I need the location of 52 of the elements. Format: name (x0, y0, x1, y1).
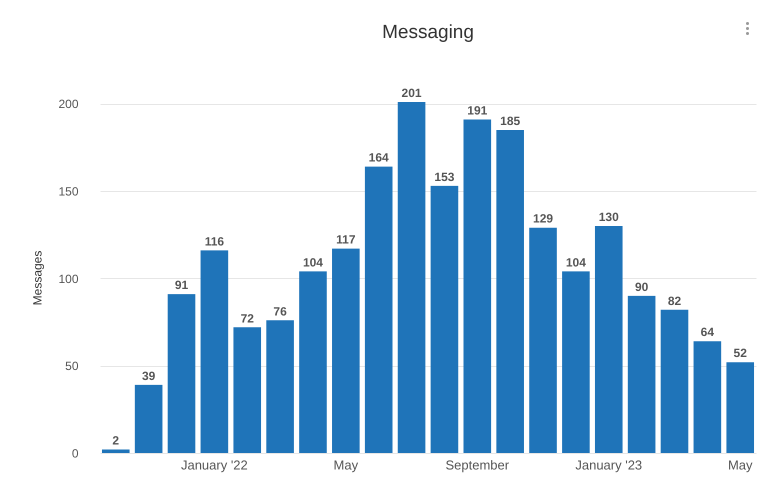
data-label: 52 (734, 346, 748, 360)
bar (463, 119, 492, 453)
y-tick-label: 150 (58, 184, 79, 199)
bar (266, 320, 294, 453)
data-label: 72 (240, 311, 254, 326)
x-tick-label: January '23 (575, 458, 642, 472)
bar (726, 362, 754, 453)
data-label: 82 (668, 294, 682, 308)
bar (102, 450, 130, 453)
bar (233, 327, 262, 453)
data-label: 201 (402, 86, 422, 100)
y-tick-label: 50 (65, 359, 79, 374)
y-tick-label: 0 (72, 446, 79, 460)
bar (694, 341, 722, 453)
x-tick-label: September (446, 458, 510, 472)
bar (200, 250, 228, 453)
bar (398, 102, 426, 453)
data-label: 153 (434, 170, 455, 184)
data-label: 2 (112, 434, 120, 448)
data-label: 164 (368, 150, 390, 165)
bar (332, 248, 360, 453)
bar (496, 130, 524, 453)
x-tick-label: January '22 (180, 458, 248, 472)
data-label: 130 (598, 210, 620, 224)
bar (364, 166, 393, 453)
data-label: 129 (533, 212, 554, 226)
bar (562, 271, 590, 453)
data-label: 116 (204, 234, 224, 248)
chart-title: Messaging (382, 22, 474, 43)
data-label: 39 (142, 368, 156, 383)
data-label: 76 (273, 304, 288, 318)
bar (299, 271, 327, 453)
data-label: 104 (302, 255, 324, 270)
y-tick-label: 200 (58, 97, 79, 112)
data-label: 185 (500, 114, 520, 128)
data-label: 117 (336, 232, 356, 247)
bar (529, 228, 557, 453)
x-tick-label: May (728, 458, 753, 472)
bar (168, 294, 196, 453)
data-label: 90 (634, 280, 649, 294)
data-label: 104 (566, 255, 586, 270)
bar (134, 384, 162, 453)
data-label: 191 (467, 103, 488, 118)
data-label: 64 (700, 325, 714, 340)
bar (660, 310, 688, 453)
y-axis-title: Messages (30, 250, 44, 306)
x-tick-label: May (334, 458, 359, 472)
bar (430, 186, 458, 453)
y-tick-label: 100 (58, 272, 79, 286)
bar (594, 226, 623, 453)
bar (628, 296, 656, 453)
data-label: 91 (174, 278, 188, 292)
